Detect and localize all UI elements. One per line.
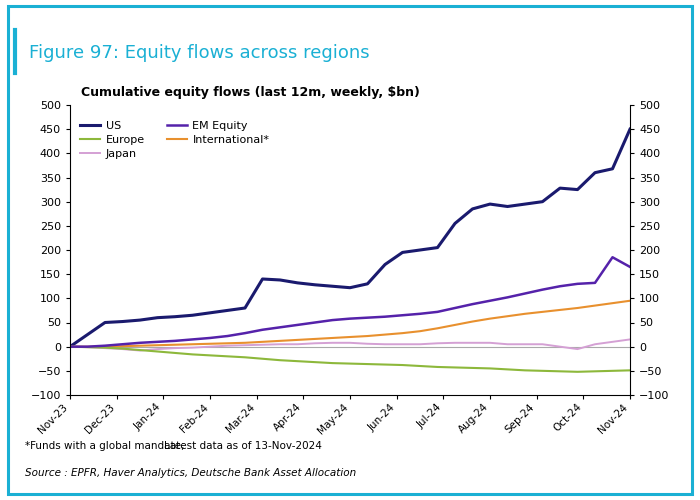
Text: *Funds with a global mandate;: *Funds with a global mandate; — [25, 441, 184, 451]
Text: Figure 97: Equity flows across regions: Figure 97: Equity flows across regions — [29, 44, 370, 62]
Text: Source : EPFR, Haver Analytics, Deutsche Bank Asset Allocation: Source : EPFR, Haver Analytics, Deutsche… — [25, 468, 356, 477]
Text: Cumulative equity flows (last 12m, weekly, $bn): Cumulative equity flows (last 12m, weekl… — [81, 86, 420, 99]
Text: Latest data as of 13-Nov-2024: Latest data as of 13-Nov-2024 — [164, 441, 323, 451]
Legend: US, Europe, Japan, EM Equity, International*: US, Europe, Japan, EM Equity, Internatio… — [76, 116, 274, 163]
